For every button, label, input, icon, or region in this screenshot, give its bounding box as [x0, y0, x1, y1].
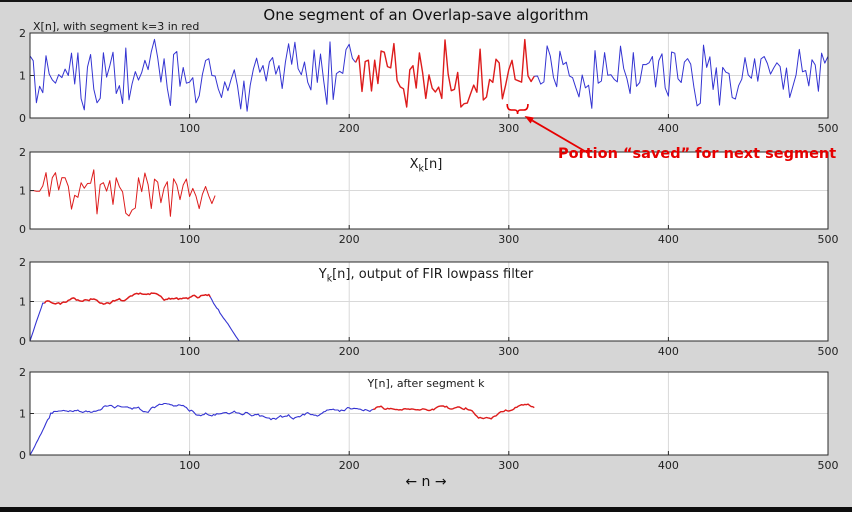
svg-text:400: 400 [658, 233, 679, 246]
label-text: X [409, 157, 419, 172]
svg-text:300: 300 [498, 345, 519, 358]
subplot-xk-segment: 100 200 300 400 500 0 1 2 [0, 144, 852, 251]
svg-text:2: 2 [19, 146, 26, 159]
svg-text:300: 300 [498, 122, 519, 135]
label-text: Y [318, 267, 327, 282]
x-axis-label: ← n → [405, 474, 447, 490]
window-bottom-edge [0, 507, 852, 512]
label-text: Y[n], after segment k [367, 377, 485, 390]
svg-text:100: 100 [179, 122, 200, 135]
svg-text:500: 500 [818, 459, 839, 472]
figure-title: One segment of an Overlap-save algorithm [263, 6, 589, 24]
subplot-xk-label: Xk[n] [0, 157, 852, 175]
label-text: [n], output of FIR lowpass filter [332, 267, 534, 282]
subplot-x-signal: 100 200 300 400 500 0 1 2 [0, 25, 852, 140]
subplot-y-after-segment: 100 200 300 400 500 0 1 2 [0, 364, 852, 477]
plot-canvas-3: 100 200 300 400 500 0 1 2 [19, 256, 839, 358]
label-text: [n] [423, 157, 443, 172]
svg-text:400: 400 [658, 345, 679, 358]
plot-canvas-4: 100 200 300 400 500 0 1 2 [19, 366, 839, 472]
plot-canvas-2: 100 200 300 400 500 0 1 2 [19, 146, 839, 246]
svg-text:200: 200 [339, 122, 360, 135]
svg-text:400: 400 [658, 459, 679, 472]
svg-text:2: 2 [19, 256, 26, 269]
svg-text:500: 500 [818, 233, 839, 246]
svg-text:0: 0 [19, 335, 26, 348]
svg-text:200: 200 [339, 345, 360, 358]
svg-text:500: 500 [818, 345, 839, 358]
svg-text:100: 100 [179, 345, 200, 358]
svg-text:100: 100 [179, 233, 200, 246]
svg-text:0: 0 [19, 449, 26, 462]
annotation-saved-portion-label: Portion “saved” for next segment [558, 146, 837, 162]
svg-text:2: 2 [19, 366, 26, 379]
svg-text:1: 1 [19, 296, 26, 309]
svg-text:0: 0 [19, 112, 26, 125]
label-subscript: k [418, 163, 424, 175]
svg-text:1: 1 [19, 70, 26, 83]
subplot-y-label: Y[n], after segment k [0, 377, 852, 392]
svg-text:2: 2 [19, 27, 26, 40]
subplot-x-signal-label: X[n], with segment k=3 in red [33, 20, 199, 35]
svg-text:200: 200 [339, 459, 360, 472]
svg-text:100: 100 [179, 459, 200, 472]
label-text: X[n], with segment k=3 in red [33, 20, 200, 33]
plot-canvas-1: 100 200 300 400 500 0 1 2 [19, 27, 839, 135]
window-top-edge [0, 0, 852, 2]
svg-text:400: 400 [658, 122, 679, 135]
svg-text:200: 200 [339, 233, 360, 246]
svg-text:1: 1 [19, 185, 26, 198]
label-subscript: k [326, 273, 333, 285]
svg-text:0: 0 [19, 223, 26, 236]
subplot-yk-filtered: 100 200 300 400 500 0 1 2 [0, 254, 852, 363]
svg-text:500: 500 [818, 122, 839, 135]
svg-text:1: 1 [19, 408, 26, 421]
svg-text:300: 300 [498, 233, 519, 246]
svg-text:300: 300 [498, 459, 519, 472]
subplot-yk-label: Yk[n], output of FIR lowpass filter [0, 267, 852, 285]
